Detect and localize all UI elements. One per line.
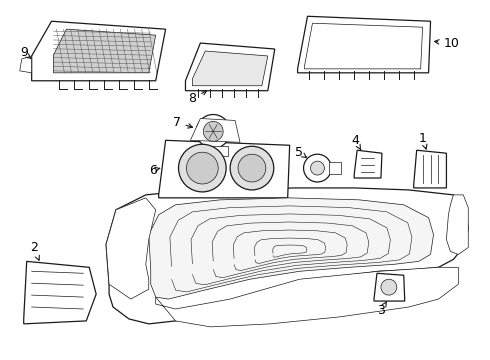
Circle shape: [196, 114, 230, 148]
Circle shape: [187, 152, 218, 184]
Circle shape: [303, 154, 331, 182]
Circle shape: [381, 279, 397, 295]
Polygon shape: [149, 198, 434, 299]
Text: 2: 2: [30, 241, 39, 260]
Polygon shape: [374, 273, 405, 301]
Circle shape: [230, 146, 274, 190]
Polygon shape: [305, 23, 422, 69]
Polygon shape: [20, 56, 32, 73]
Circle shape: [178, 144, 226, 192]
Circle shape: [238, 154, 266, 182]
Text: 1: 1: [418, 132, 427, 149]
Text: 7: 7: [172, 116, 193, 129]
Text: 8: 8: [189, 91, 207, 105]
Polygon shape: [156, 267, 458, 327]
Polygon shape: [159, 140, 290, 198]
Text: 10: 10: [435, 37, 459, 50]
Polygon shape: [446, 195, 468, 255]
Polygon shape: [191, 118, 240, 142]
Circle shape: [203, 121, 223, 141]
Polygon shape: [32, 21, 166, 81]
Polygon shape: [53, 29, 156, 73]
Text: 4: 4: [351, 134, 361, 150]
Polygon shape: [414, 150, 446, 188]
Bar: [329, 162, 341, 174]
Bar: [198, 146, 228, 156]
Polygon shape: [106, 198, 156, 299]
Polygon shape: [354, 150, 382, 178]
Text: 9: 9: [20, 46, 31, 59]
Polygon shape: [24, 261, 96, 324]
Text: 6: 6: [149, 163, 160, 176]
Text: 3: 3: [377, 302, 387, 318]
Polygon shape: [185, 43, 275, 91]
Polygon shape: [193, 51, 268, 86]
Polygon shape: [106, 188, 468, 324]
Polygon shape: [297, 16, 431, 73]
Circle shape: [311, 161, 324, 175]
Text: 5: 5: [294, 146, 306, 159]
